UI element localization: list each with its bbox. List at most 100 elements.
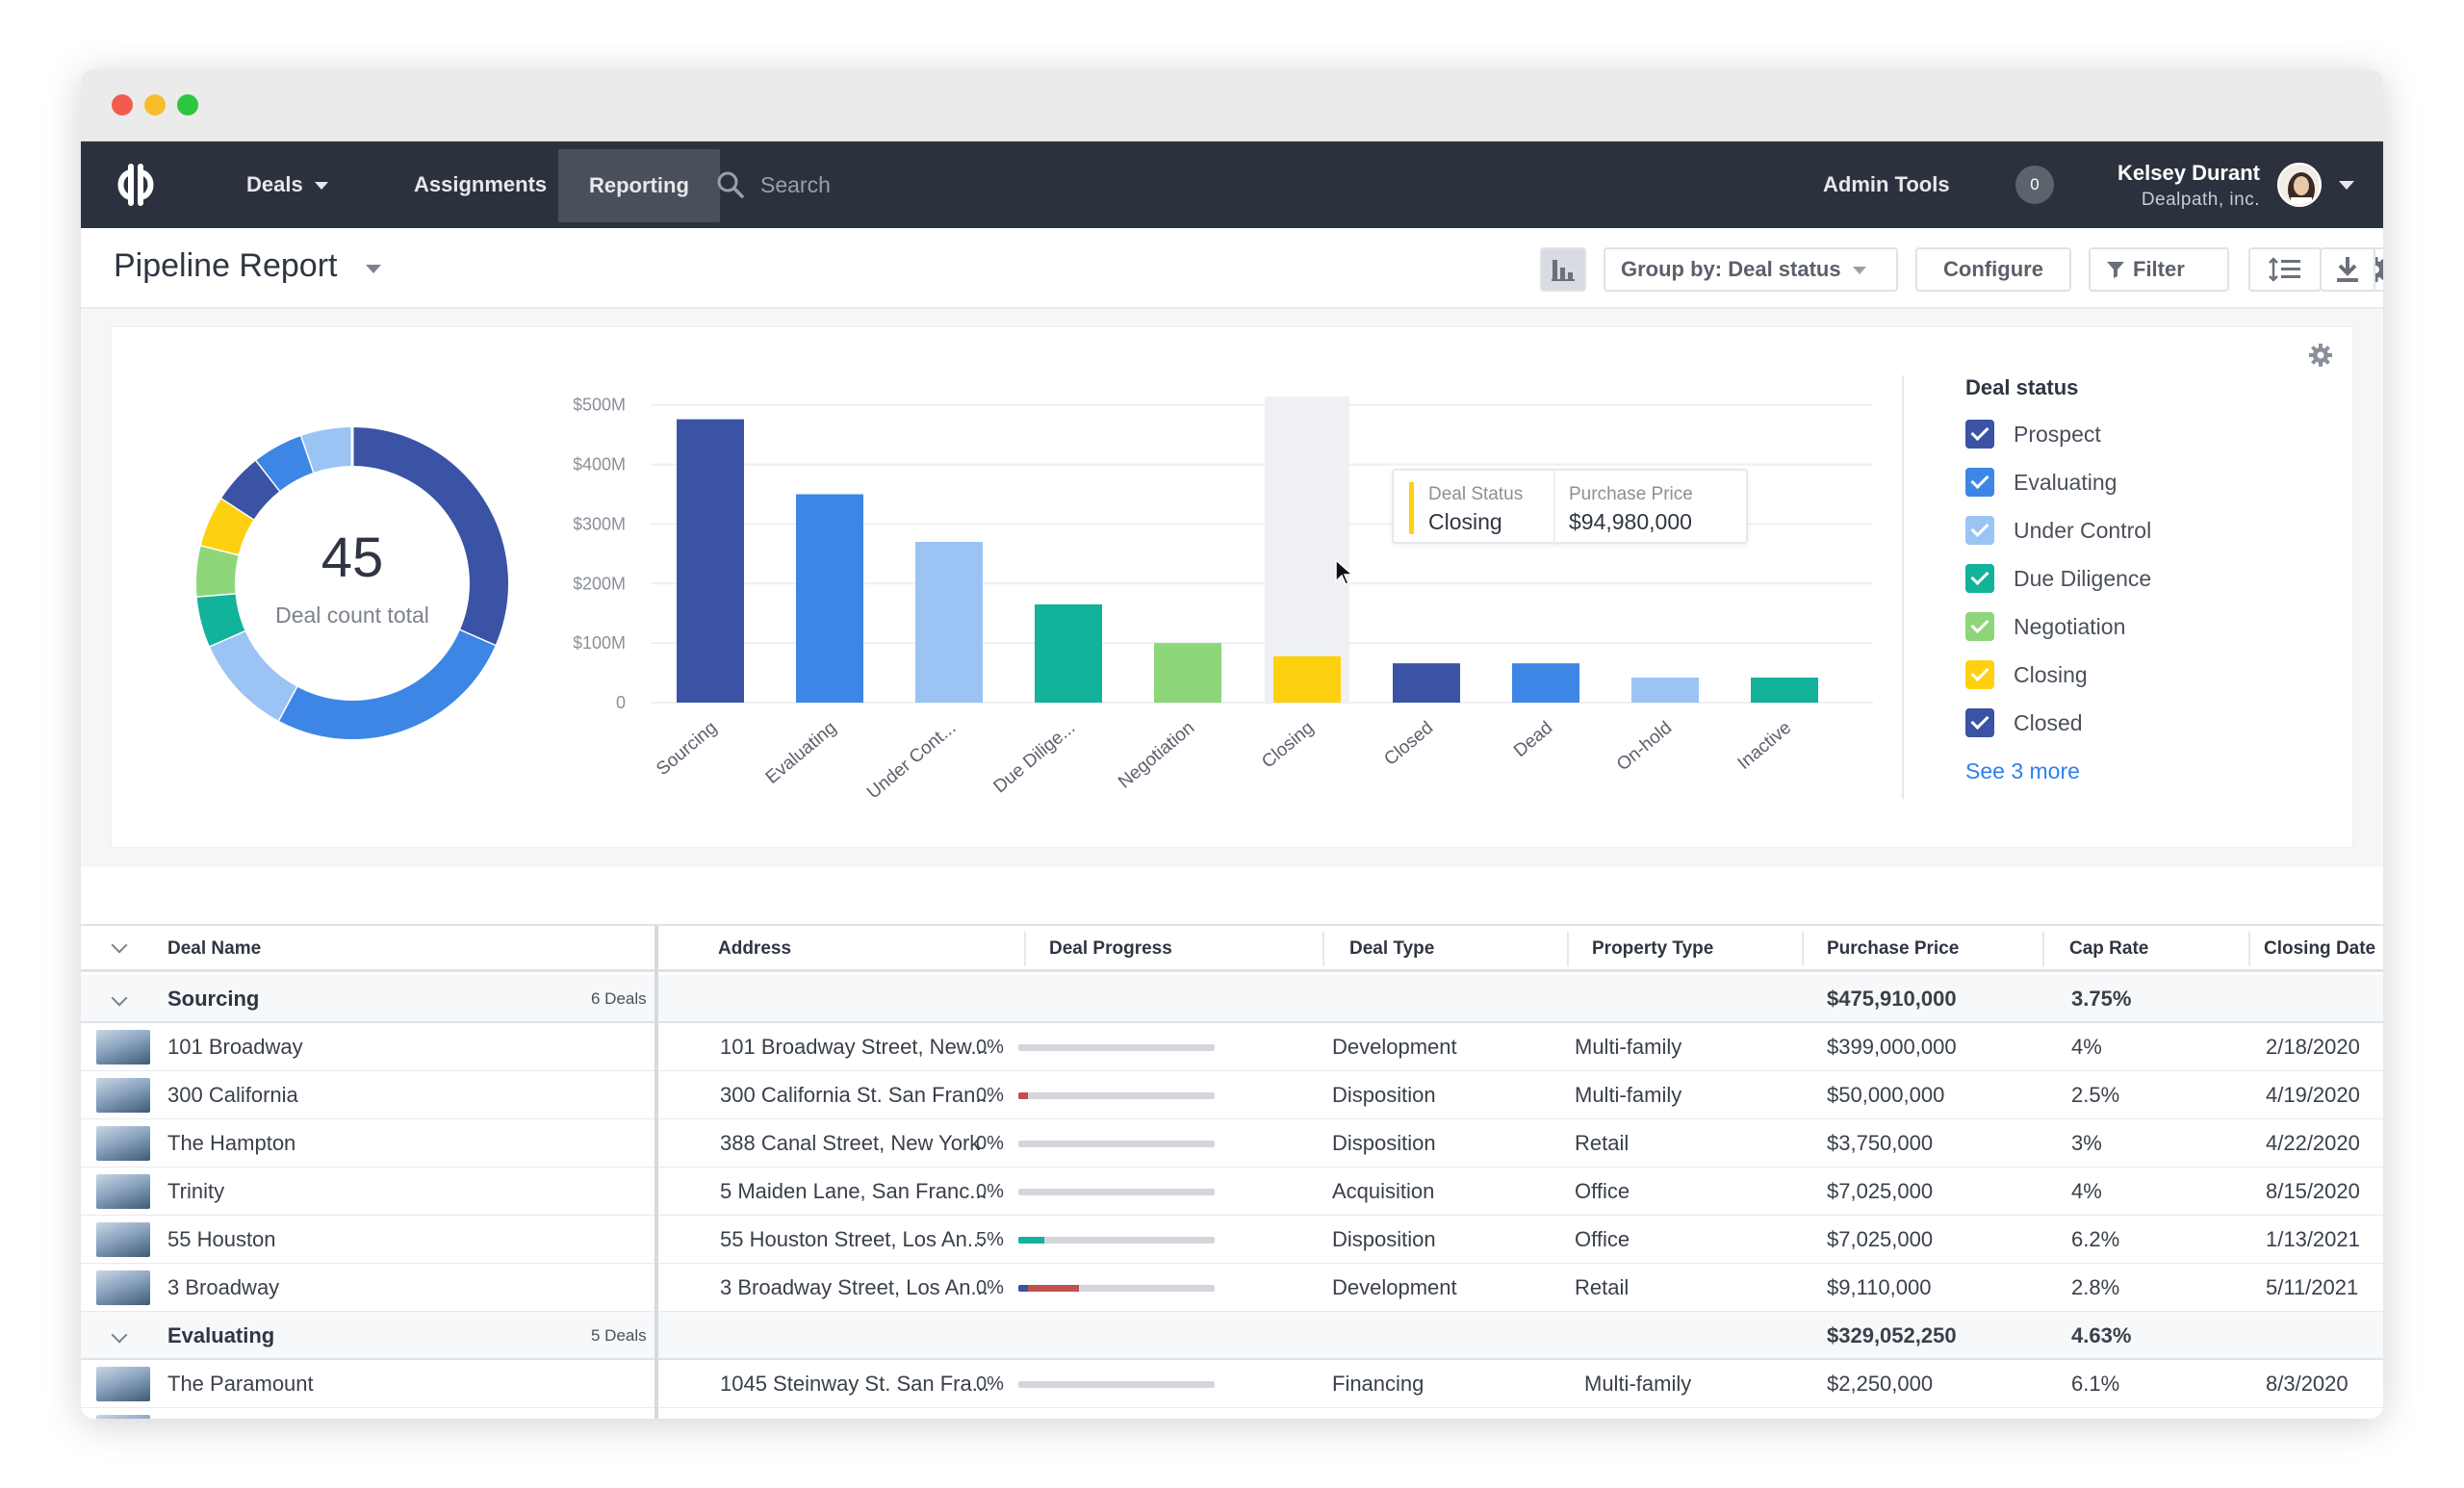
col-header-property-type[interactable]: Property Type (1592, 938, 1714, 959)
mouse-cursor-icon (1335, 558, 1354, 585)
legend-checkbox[interactable] (1965, 708, 1994, 737)
legend-checkbox[interactable] (1965, 420, 1994, 449)
legend-checkbox[interactable] (1965, 612, 1994, 641)
column-divider[interactable] (1024, 932, 1026, 966)
col-header-closing-date[interactable]: Closing Date (2264, 938, 2376, 959)
avatar[interactable] (2277, 163, 2322, 207)
bar[interactable] (1035, 603, 1102, 703)
collapse-group-chevron-icon[interactable] (111, 989, 128, 1007)
bar[interactable] (1512, 663, 1579, 703)
bar[interactable] (1631, 678, 1699, 703)
closing-date: 8/15/2020 (2266, 1179, 2360, 1203)
deal-name[interactable]: The Paramount (167, 1372, 314, 1396)
legend-item[interactable]: Prospect (1965, 420, 2101, 468)
table-row[interactable]: Orion4 Victory Blvd. New York2%Developme… (81, 1408, 2383, 1419)
property-thumbnail (96, 1270, 150, 1305)
donut-segment[interactable] (351, 427, 508, 646)
line-spacing-icon (2269, 257, 2300, 282)
col-header-address[interactable]: Address (718, 938, 792, 959)
col-header-purchase-price[interactable]: Purchase Price (1827, 938, 1960, 959)
table-row[interactable]: 300 California 300 California St. San Fra… (81, 1071, 2383, 1119)
minimize-window-button[interactable] (144, 94, 166, 115)
configure-button[interactable]: Configure (1915, 247, 2071, 292)
deal-name[interactable]: 3 Broadway (167, 1275, 280, 1299)
bar[interactable] (677, 419, 744, 703)
deal-name[interactable]: Trinity (167, 1179, 225, 1203)
nav-reporting[interactable]: Reporting (558, 149, 720, 222)
row-height-button[interactable] (2248, 247, 2322, 292)
legend-item-label: Evaluating (2014, 470, 2118, 495)
legend-checkbox[interactable] (1965, 660, 1994, 689)
column-divider[interactable] (2042, 932, 2044, 966)
deal-name[interactable]: 300 California (167, 1083, 298, 1107)
donut-segment[interactable] (221, 460, 281, 520)
donut-segment[interactable] (200, 498, 254, 555)
table-row[interactable]: Trinity 5 Maiden Lane, San Franc... 0% Acqu… (81, 1167, 2383, 1216)
group-by-select[interactable]: Group by: Deal status (1604, 247, 1898, 292)
download-button[interactable] (2320, 247, 2375, 292)
deal-name[interactable]: Orion (167, 1408, 219, 1419)
chart-toggle-button[interactable] (1540, 247, 1586, 292)
donut-segment[interactable] (278, 629, 496, 739)
legend-checkbox[interactable] (1965, 564, 1994, 593)
column-divider[interactable] (1802, 932, 1804, 966)
table-row[interactable]: 55 Houston 55 Houston Street, Los An... 5%… (81, 1216, 2383, 1264)
user-menu-chevron-icon[interactable] (2339, 181, 2354, 190)
table-row[interactable]: The Paramount 1045 Steinway St. San Fra..… (81, 1360, 2383, 1408)
notification-badge[interactable]: 0 (2015, 166, 2054, 204)
bar[interactable] (796, 494, 863, 703)
nav-deals-label: Deals (246, 172, 303, 196)
bar[interactable] (915, 541, 983, 703)
col-header-deal-progress[interactable]: Deal Progress (1049, 938, 1172, 959)
chart-settings-gear-icon[interactable] (2306, 341, 2335, 370)
bar[interactable] (1154, 643, 1221, 703)
bar[interactable] (1751, 678, 1818, 703)
deal-type: Disposition (1332, 1227, 1436, 1251)
column-divider[interactable] (2248, 932, 2250, 966)
col-header-deal-name[interactable]: Deal Name (167, 938, 262, 959)
table-row[interactable]: 101 Broadway 101 Broadway Street, New... 0… (81, 1023, 2383, 1071)
tooltip-value-status: Closing (1428, 509, 1502, 534)
donut-segment[interactable] (209, 629, 297, 721)
legend-item[interactable]: Due Diligence (1965, 564, 2151, 612)
table-row[interactable]: 3 Broadway 3 Broadway Street, Los An... 0%… (81, 1264, 2383, 1312)
frozen-column-divider[interactable] (654, 926, 658, 1419)
group-row[interactable]: Sourcing 6 Deals $475,910,000 3.75% (81, 975, 2383, 1023)
collapse-group-chevron-icon[interactable] (111, 1326, 128, 1344)
cap-rate: 2.8% (2071, 1275, 2120, 1299)
see-more-link[interactable]: See 3 more (1965, 758, 2080, 783)
col-header-deal-type[interactable]: Deal Type (1349, 938, 1435, 959)
deal-name[interactable]: 101 Broadway (167, 1035, 303, 1059)
legend-item[interactable]: Closing (1965, 660, 2088, 708)
table-row[interactable]: The Hampton 388 Canal Street, New York 0% D… (81, 1119, 2383, 1167)
admin-tools-link[interactable]: Admin Tools (1823, 172, 1950, 196)
deal-name[interactable]: 55 Houston (167, 1227, 276, 1251)
filter-button[interactable]: Filter (2089, 247, 2229, 292)
column-divider[interactable] (1567, 932, 1569, 966)
nav-deals[interactable]: Deals (216, 141, 359, 228)
col-header-cap-rate[interactable]: Cap Rate (2069, 938, 2149, 959)
deal-name[interactable]: The Hampton (167, 1131, 296, 1155)
legend-item[interactable]: Negotiation (1965, 612, 2125, 660)
dealpath-logo-icon[interactable] (110, 159, 162, 211)
user-menu[interactable]: Kelsey Durant Dealpath, inc. (2118, 161, 2260, 211)
donut-segment[interactable] (196, 592, 245, 647)
search-input[interactable]: Search (716, 141, 831, 228)
bar[interactable] (1393, 663, 1460, 703)
report-switch-chevron-icon[interactable] (366, 265, 381, 273)
legend-item[interactable]: Evaluating (1965, 468, 2117, 516)
legend-item[interactable]: Under Control (1965, 516, 2151, 564)
legend-checkbox[interactable] (1965, 468, 1994, 497)
nav-assignments[interactable]: Assignments (383, 141, 578, 228)
donut-segment[interactable] (256, 435, 315, 492)
bar[interactable] (1273, 655, 1341, 703)
column-divider[interactable] (1322, 932, 1324, 966)
close-window-button[interactable] (112, 94, 133, 115)
group-row[interactable]: Evaluating 5 Deals $329,052,250 4.63% (81, 1312, 2383, 1360)
legend-item[interactable]: Closed (1965, 708, 2083, 757)
maximize-window-button[interactable] (177, 94, 198, 115)
donut-segment[interactable] (196, 545, 239, 597)
collapse-all-chevron-icon[interactable] (111, 936, 128, 954)
legend-checkbox[interactable] (1965, 516, 1994, 545)
donut-segment[interactable] (301, 427, 353, 473)
